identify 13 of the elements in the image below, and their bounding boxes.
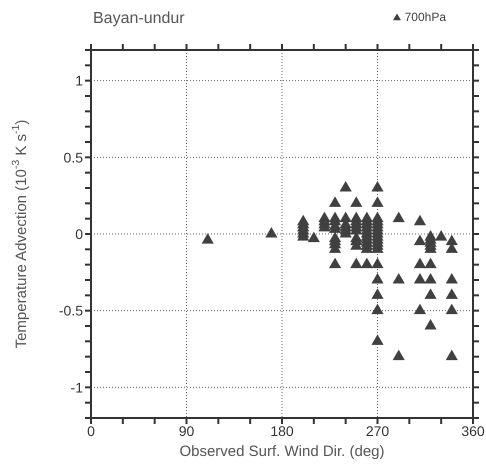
chart-title: Bayan-undur xyxy=(93,10,185,28)
y-tick-label: 1 xyxy=(75,72,84,89)
y-tick-label: 0 xyxy=(75,226,84,242)
x-tick-label: 180 xyxy=(270,422,294,439)
y-tick-label: -1 xyxy=(70,379,84,396)
x-tick-label: 360 xyxy=(461,422,485,439)
y-tick-label: -0.5 xyxy=(58,302,84,319)
y-tick-label: 0.5 xyxy=(64,149,84,166)
x-tick-label: 270 xyxy=(366,422,390,439)
x-axis-title: Observed Surf. Wind Dir. (deg) xyxy=(179,443,385,460)
x-tick-label: 90 xyxy=(178,422,194,439)
x-tick-label: 0 xyxy=(87,422,96,439)
legend-label: 700hPa xyxy=(404,10,446,24)
